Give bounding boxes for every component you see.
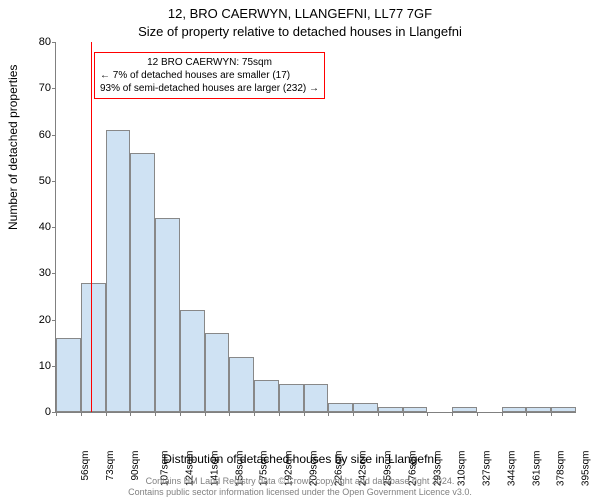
x-tick-mark xyxy=(551,412,552,416)
chart-title-line2: Size of property relative to detached ho… xyxy=(0,24,600,39)
histogram-bar xyxy=(328,403,353,412)
histogram-bar xyxy=(130,153,155,412)
x-tick-mark xyxy=(205,412,206,416)
x-tick-mark xyxy=(452,412,453,416)
y-tick-label: 80 xyxy=(26,36,51,48)
footer-line2: Contains public sector information licen… xyxy=(0,487,600,498)
histogram-bar xyxy=(205,333,230,412)
x-tick-mark xyxy=(403,412,404,416)
histogram-bar xyxy=(180,310,205,412)
marker-line xyxy=(91,42,92,412)
x-tick-mark xyxy=(106,412,107,416)
x-tick-mark xyxy=(180,412,181,416)
y-tick-mark xyxy=(52,88,56,89)
x-tick-mark xyxy=(526,412,527,416)
chart-container: 12, BRO CAERWYN, LLANGEFNI, LL77 7GF Siz… xyxy=(0,0,600,500)
x-tick-mark xyxy=(81,412,82,416)
annotation-line3: 93% of semi-detached houses are larger (… xyxy=(100,82,319,95)
x-tick-mark xyxy=(229,412,230,416)
x-tick-mark xyxy=(353,412,354,416)
histogram-bar xyxy=(279,384,304,412)
x-tick-mark xyxy=(254,412,255,416)
plot-area: 12 BRO CAERWYN: 75sqm ← 7% of detached h… xyxy=(55,42,576,413)
y-tick-mark xyxy=(52,227,56,228)
x-tick-mark xyxy=(155,412,156,416)
x-axis-label: Distribution of detached houses by size … xyxy=(0,452,600,466)
y-tick-label: 20 xyxy=(26,314,51,326)
y-tick-mark xyxy=(52,42,56,43)
y-tick-label: 50 xyxy=(26,175,51,187)
histogram-bar xyxy=(155,218,180,412)
x-tick-mark xyxy=(279,412,280,416)
y-tick-mark xyxy=(52,273,56,274)
y-tick-mark xyxy=(52,320,56,321)
x-tick-mark xyxy=(328,412,329,416)
footer-line1: Contains HM Land Registry data © Crown c… xyxy=(0,476,600,487)
histogram-bar xyxy=(56,338,81,412)
x-tick-mark xyxy=(477,412,478,416)
chart-title-line1: 12, BRO CAERWYN, LLANGEFNI, LL77 7GF xyxy=(0,6,600,21)
histogram-bar xyxy=(229,357,254,413)
histogram-bar xyxy=(304,384,329,412)
y-tick-label: 40 xyxy=(26,221,51,233)
annotation-box: 12 BRO CAERWYN: 75sqm ← 7% of detached h… xyxy=(94,52,325,99)
histogram-bar xyxy=(526,407,551,412)
histogram-bar xyxy=(353,403,378,412)
x-tick-mark xyxy=(130,412,131,416)
histogram-bar xyxy=(106,130,131,412)
x-tick-mark xyxy=(56,412,57,416)
y-tick-label: 0 xyxy=(26,406,51,418)
histogram-bar xyxy=(502,407,527,412)
y-axis-label: Number of detached properties xyxy=(6,65,20,230)
histogram-bar xyxy=(378,407,403,412)
histogram-bar xyxy=(81,283,106,413)
x-tick-mark xyxy=(427,412,428,416)
x-tick-mark xyxy=(304,412,305,416)
x-tick-mark xyxy=(378,412,379,416)
histogram-bar xyxy=(403,407,428,412)
y-tick-mark xyxy=(52,181,56,182)
histogram-bar xyxy=(551,407,576,412)
annotation-line1: 12 BRO CAERWYN: 75sqm xyxy=(100,56,319,69)
y-tick-label: 70 xyxy=(26,82,51,94)
histogram-bar xyxy=(254,380,279,412)
footer-text: Contains HM Land Registry data © Crown c… xyxy=(0,476,600,498)
y-tick-label: 10 xyxy=(26,360,51,372)
y-tick-label: 60 xyxy=(26,129,51,141)
y-tick-label: 30 xyxy=(26,267,51,279)
annotation-line2: ← 7% of detached houses are smaller (17) xyxy=(100,69,319,82)
y-tick-mark xyxy=(52,135,56,136)
x-tick-mark xyxy=(502,412,503,416)
histogram-bar xyxy=(452,407,477,412)
